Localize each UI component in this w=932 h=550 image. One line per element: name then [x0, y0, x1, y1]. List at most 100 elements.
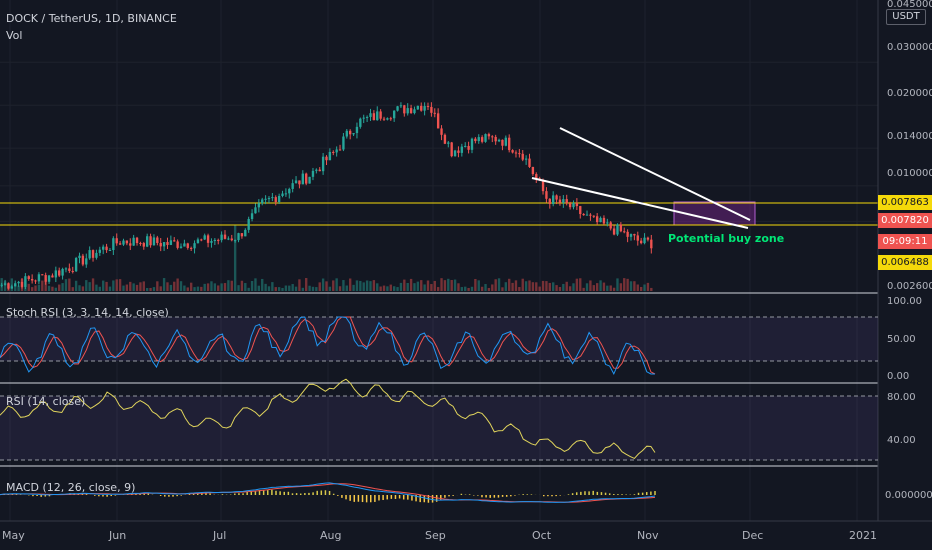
rsi-band-fill [0, 396, 878, 460]
candlesticks [0, 102, 653, 290]
candle-body [403, 105, 406, 114]
currency-badge[interactable]: USDT [886, 9, 926, 25]
price-tick-label: 0.002600 [887, 281, 932, 292]
candle-body [626, 231, 629, 237]
volume-bar [436, 287, 440, 291]
volume-bar [450, 280, 453, 291]
volume-bar [267, 286, 271, 291]
candle-body [487, 134, 491, 137]
stoch-rsi-label[interactable]: Stoch RSI (3, 3, 14, 14, close) [6, 306, 169, 319]
volume-bar [27, 283, 30, 291]
volume-bar [81, 286, 85, 291]
candle-body [342, 136, 345, 150]
candle-body [271, 197, 274, 199]
volume-bar [78, 285, 81, 291]
volume-bar [420, 280, 423, 291]
volume-bar [426, 280, 430, 291]
rsi-tick-label: 40.00 [887, 435, 916, 446]
volume-bar [453, 279, 457, 291]
volume-bar [602, 282, 606, 291]
time-tick-label: 2021 [849, 529, 877, 542]
candle-body [206, 235, 210, 243]
candle-body [58, 270, 61, 276]
volume-bar [369, 281, 372, 291]
wedge-upper-trendline[interactable] [559, 127, 751, 221]
volume-bar [61, 283, 64, 291]
candle-body [179, 246, 183, 248]
candle-body [575, 202, 579, 207]
volume-bar [646, 282, 650, 291]
candle-body [470, 138, 474, 150]
candle-body [284, 193, 288, 195]
candle-body [376, 111, 379, 121]
candle-body [345, 130, 348, 137]
symbol-title[interactable]: DOCK / TetherUS, 1D, BINANCE [6, 12, 177, 25]
candle-body [548, 198, 551, 205]
buy-zone-annotation[interactable]: Potential buy zone [668, 232, 785, 245]
candle-body [149, 236, 152, 246]
candle-body [440, 128, 443, 135]
candle-body [629, 234, 633, 237]
volume-bar [552, 282, 555, 291]
volume-bar [227, 280, 230, 291]
volume-bar [457, 283, 460, 291]
candle-body [213, 239, 217, 242]
volume-bar [406, 282, 409, 291]
volume-bar [274, 287, 277, 291]
candle-body [636, 235, 639, 241]
volume-bar [152, 287, 156, 291]
volume-bar [504, 282, 508, 291]
volume-bar [156, 281, 159, 291]
candle-body [68, 268, 71, 272]
volume-bar [514, 280, 518, 291]
candle-body [599, 217, 602, 223]
candle-body [10, 286, 14, 289]
volume-bar [582, 287, 585, 291]
volume-bar [558, 287, 562, 291]
candle-body [545, 191, 548, 199]
volume-bar [41, 280, 44, 291]
candle-body [528, 158, 531, 167]
volume-bar [44, 278, 47, 291]
macd-label[interactable]: MACD (12, 26, close, 9) [6, 481, 136, 494]
candle-body [606, 222, 609, 224]
stoch-k-line [0, 316, 655, 376]
volume-bar [535, 282, 538, 291]
volume-bar [233, 225, 237, 291]
volume-bar [284, 285, 288, 291]
candle-body [156, 237, 159, 243]
rsi-label[interactable]: RSI (14, close) [6, 395, 86, 408]
volume-bar [528, 280, 531, 291]
candle-body [359, 118, 362, 127]
candle-body [298, 180, 301, 185]
candle-body [650, 239, 653, 249]
macd-main-line [0, 482, 656, 503]
volume-bar [606, 285, 609, 291]
volume-bar [281, 287, 284, 291]
volume-bar [213, 283, 217, 291]
volume-label[interactable]: Vol [6, 29, 23, 42]
candle-body [524, 158, 528, 160]
rsi-line [0, 378, 656, 460]
candle-body [277, 196, 281, 202]
candle-body [508, 137, 511, 151]
candle-body [44, 275, 47, 282]
candle-body [443, 134, 447, 144]
volume-bar [115, 279, 118, 291]
candle-body [464, 145, 467, 147]
volume-bar [501, 287, 504, 291]
volume-bar [626, 278, 629, 291]
volume-bar [122, 285, 125, 291]
volume-bar [413, 283, 416, 291]
wedge-lower-trendline[interactable] [531, 177, 749, 229]
price-tag-lower-level: 0.006488 [878, 255, 932, 270]
candle-body [220, 234, 223, 241]
candle-body [646, 237, 650, 240]
candle-body [477, 137, 480, 142]
candle-body [78, 255, 81, 259]
volume-bar [589, 280, 592, 291]
candle-body [494, 136, 497, 142]
candle-body [244, 229, 247, 237]
candle-body [227, 238, 230, 240]
